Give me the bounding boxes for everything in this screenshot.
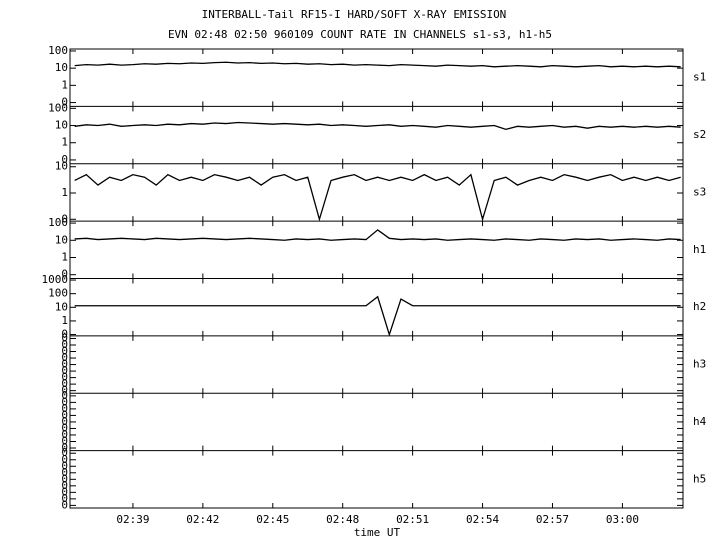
data-line [74,229,681,241]
x-tick-label: 02:54 [466,513,499,526]
y-tick-label: 10 [55,61,68,74]
y-tick-label: 10 [55,233,68,246]
x-tick-label: 02:39 [116,513,149,526]
x-tick-label: 02:42 [186,513,219,526]
y-tick-label: 0 [61,402,68,415]
y-tick-label: 0 [61,446,68,459]
y-tick-label: 0 [61,389,68,402]
panel-label: h3 [693,358,706,371]
panel-label: h1 [693,243,706,256]
y-tick-label: 0 [61,492,68,505]
y-tick-label: 0 [61,485,68,498]
y-tick-label: 0 [61,434,68,447]
y-tick-label: 0 [61,153,68,166]
panel-label: s1 [693,71,706,84]
chart-subtitle: EVN 02:48 02:50 960109 COUNT RATE IN CHA… [168,28,552,41]
y-tick-label: 0 [61,351,68,364]
y-tick-label: 1 [61,250,68,263]
x-axis-label: time UT [354,526,401,539]
y-tick-label: 0 [61,331,68,344]
data-line [74,121,681,131]
panel-label: h4 [693,415,707,428]
x-tick-label: 02:45 [256,513,289,526]
y-tick-label: 100 [48,44,68,57]
panel-label: h2 [693,300,706,313]
y-tick-label: 100 [48,216,68,229]
y-tick-label: 10 [55,119,68,132]
y-tick-label: 100 [48,287,68,300]
y-tick-label: 0 [61,498,68,511]
y-tick-label: 0 [61,479,68,492]
x-tick-label: 02:48 [326,513,359,526]
y-tick-label: 0 [61,395,68,408]
y-tick-label: 0 [61,371,68,384]
y-tick-label: 0 [61,453,68,466]
y-tick-label: 1 [61,78,68,91]
x-tick-label: 03:00 [606,513,639,526]
y-tick-label: 0 [61,328,68,341]
y-tick-label: 0 [61,268,68,281]
y-tick-label: 1000 [42,273,69,286]
y-tick-label: 10 [55,160,68,173]
y-tick-label: 0 [61,384,68,397]
y-tick-label: 0 [61,212,68,225]
y-tick-label: 0 [61,441,68,454]
y-tick-label: 0 [61,345,68,358]
y-tick-label: 0 [61,466,68,479]
y-tick-label: 0 [61,428,68,441]
y-tick-label: 0 [61,364,68,377]
y-tick-label: 0 [61,358,68,371]
y-tick-label: 1 [61,314,68,327]
panel-label: s2 [693,128,706,141]
y-tick-label: 0 [61,96,68,109]
x-tick-label: 02:51 [396,513,429,526]
chart-title: INTERBALL-Tail RF15-I HARD/SOFT X-RAY EM… [202,8,507,21]
y-tick-label: 0 [61,415,68,428]
y-tick-label: 0 [61,472,68,485]
y-tick-label: 10 [55,300,68,313]
data-line [74,295,681,337]
data-line [74,173,681,222]
y-tick-label: 1 [61,186,68,199]
y-tick-label: 100 [48,101,68,114]
x-tick-label: 02:57 [536,513,569,526]
y-tick-label: 0 [61,338,68,351]
y-tick-label: 0 [61,421,68,434]
y-tick-label: 0 [61,459,68,472]
y-tick-label: 1 [61,136,68,149]
y-tick-label: 0 [61,377,68,390]
panel-label: h5 [693,472,706,485]
panel-label: s3 [693,185,706,198]
y-tick-label: 0 [61,408,68,421]
data-line [74,61,681,68]
